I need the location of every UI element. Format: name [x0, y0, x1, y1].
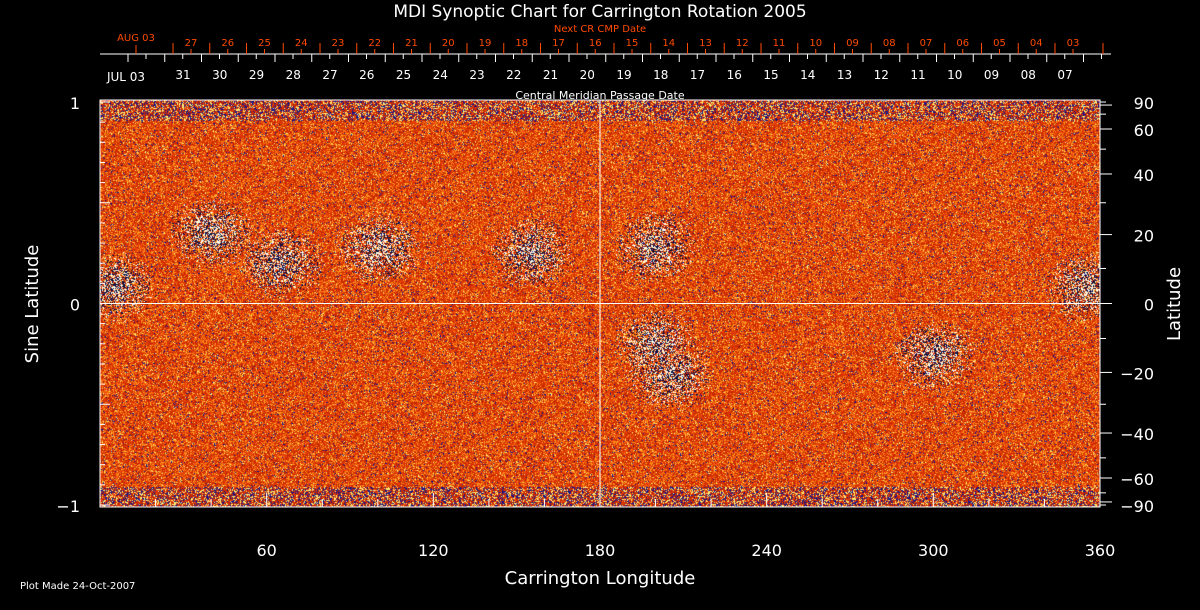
y-right-tick-label: −90: [1120, 497, 1154, 516]
top-axis-date-label: 07: [1057, 68, 1072, 82]
y-right-tick-label: 0: [1144, 296, 1154, 315]
chart-title: MDI Synoptic Chart for Carrington Rotati…: [393, 2, 806, 22]
y-right-tick-label: 60: [1134, 121, 1154, 140]
top-axis-date-label: 28: [286, 68, 301, 82]
top-axis-date-label: 25: [396, 68, 411, 82]
next-cr-date-label: 20: [442, 38, 455, 49]
x-tick-label: 60: [256, 541, 276, 560]
top-axis-date-label: 10: [947, 68, 962, 82]
next-cr-date-label: 04: [1030, 38, 1043, 49]
next-cr-date-label: 15: [626, 38, 639, 49]
top-axis-date-label: 15: [763, 68, 778, 82]
x-tick-label: 360: [1085, 541, 1116, 560]
y-axis-right-label: Latitude: [1164, 267, 1185, 341]
next-cr-date-label: 06: [956, 38, 969, 49]
y-right-tick-label: −40: [1120, 425, 1154, 444]
next-cr-date-label: 12: [736, 38, 749, 49]
top-axis-date-label: 19: [616, 68, 631, 82]
x-tick-label: 120: [418, 541, 449, 560]
next-cr-date-label: 23: [332, 38, 345, 49]
x-axis-label: Carrington Longitude: [505, 568, 696, 589]
next-cr-date-label: 25: [258, 38, 271, 49]
top-axis-date-label: 16: [727, 68, 742, 82]
top-axis-date-label: 14: [800, 68, 815, 82]
top-axis-date-label: 31: [175, 68, 190, 82]
y-right-tick-label: −20: [1120, 364, 1154, 383]
next-cr-date-label: 27: [185, 38, 198, 49]
y-left-tick-label: −1: [56, 497, 80, 516]
next-cr-date-label: 21: [405, 38, 418, 49]
next-cr-date-label: 14: [662, 38, 675, 49]
top-axis-date-label: 11: [910, 68, 925, 82]
next-cr-date-label: 16: [589, 38, 602, 49]
y-right-tick-label: 20: [1134, 227, 1154, 246]
next-cr-date-label: 18: [515, 38, 528, 49]
plot-made-footer: Plot Made 24-Oct-2007: [20, 581, 135, 592]
top-axis-date-label: 23: [469, 68, 484, 82]
top-axis-date-label: 27: [322, 68, 337, 82]
top-axis-title: Central Meridian Passage Date: [515, 89, 684, 102]
top-axis-date-label: 09: [984, 68, 999, 82]
next-cr-date-label: 09: [846, 38, 859, 49]
top-axis-date-label: 29: [249, 68, 264, 82]
y-right-tick-label: 90: [1134, 94, 1154, 113]
y-right-tick-label: 40: [1134, 166, 1154, 185]
next-cr-date-label: 11: [773, 38, 786, 49]
top-axis-first-label: JUL 03: [106, 70, 145, 84]
next-cr-date-label: 03: [1067, 38, 1080, 49]
next-cr-date-label: 10: [809, 38, 822, 49]
top-axis-date-label: 12: [874, 68, 889, 82]
next-cr-date-label: 19: [479, 38, 492, 49]
x-tick-label: 180: [585, 541, 616, 560]
top-axis-date-label: 18: [653, 68, 668, 82]
y-left-tick-label: 0: [70, 296, 80, 315]
next-cr-title: Next CR CMP Date: [554, 24, 646, 35]
next-cr-date-label: 26: [221, 38, 234, 49]
y-left-tick-label: 1: [70, 94, 80, 113]
top-axis-date-label: 22: [506, 68, 521, 82]
next-cr-first-label: AUG 03: [117, 33, 155, 44]
next-cr-date-label: 05: [993, 38, 1006, 49]
next-cr-date-label: 13: [699, 38, 712, 49]
y-right-tick-label: −60: [1120, 470, 1154, 489]
next-cr-date-label: 22: [368, 38, 381, 49]
top-axis-date-label: 30: [212, 68, 227, 82]
next-cr-date-label: 07: [920, 38, 933, 49]
top-axis-date-label: 17: [690, 68, 705, 82]
top-axis-date-label: 26: [359, 68, 374, 82]
x-tick-label: 300: [918, 541, 949, 560]
next-cr-date-label: 08: [883, 38, 896, 49]
top-axis-date-label: 13: [837, 68, 852, 82]
x-tick-label: 240: [751, 541, 782, 560]
next-cr-date-label: 24: [295, 38, 308, 49]
top-axis-date-label: 24: [433, 68, 448, 82]
top-axis-date-label: 20: [580, 68, 595, 82]
next-cr-date-label: 17: [552, 38, 565, 49]
top-axis-date-label: 08: [1021, 68, 1036, 82]
top-axis-date-label: 21: [543, 68, 558, 82]
y-axis-left-label: Sine Latitude: [22, 245, 43, 364]
